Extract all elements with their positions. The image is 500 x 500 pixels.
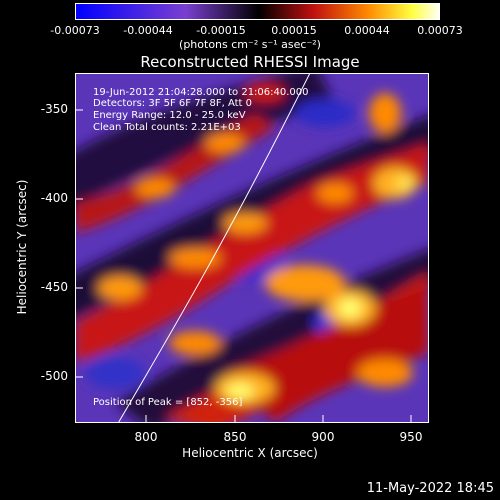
x-tick-label: 850: [223, 430, 247, 444]
colorbar-tick: -0.00044: [123, 24, 173, 37]
y-tick-label: -350: [40, 102, 68, 116]
y-tick-label: -500: [40, 369, 68, 383]
rhessi-image: [75, 73, 429, 423]
y-axis-title: Heliocentric Y (arcsec): [15, 179, 29, 315]
method-counts-text: Clean Total counts: 2.21E+03: [93, 122, 241, 133]
image-title: Reconstructed RHESSI Image: [140, 53, 360, 71]
colorbar-tick: -0.00073: [50, 24, 100, 37]
detectors-text: Detectors: 3F 5F 6F 7F 8F, Att 0: [93, 98, 253, 109]
colorbar-tick: -0.00015: [196, 24, 246, 37]
colorbar-tick: 0.00015: [271, 24, 317, 37]
x-tick-label: 950: [399, 430, 423, 444]
y-tick-label: -400: [40, 191, 68, 205]
x-tick-label: 900: [311, 430, 335, 444]
y-tick-label: -450: [40, 280, 68, 294]
x-tick-label: 800: [134, 430, 158, 444]
peak-position-text: Position of Peak = [852, -356]: [93, 397, 243, 408]
time-range-text: 19-Jun-2012 21:04:28.000 to 21:06:40.000: [93, 87, 309, 98]
x-axis-title: Heliocentric X (arcsec): [182, 446, 318, 460]
colorbar: [75, 3, 440, 20]
colorbar-tick: 0.00073: [417, 24, 463, 37]
energy-range-text: Energy Range: 12.0 - 25.0 keV: [93, 110, 246, 121]
colorbar-tick: 0.00044: [344, 24, 390, 37]
colorbar-units: (photons cm⁻² s⁻¹ asec⁻²): [179, 38, 321, 51]
timestamp: 11-May-2022 18:45: [366, 481, 494, 496]
